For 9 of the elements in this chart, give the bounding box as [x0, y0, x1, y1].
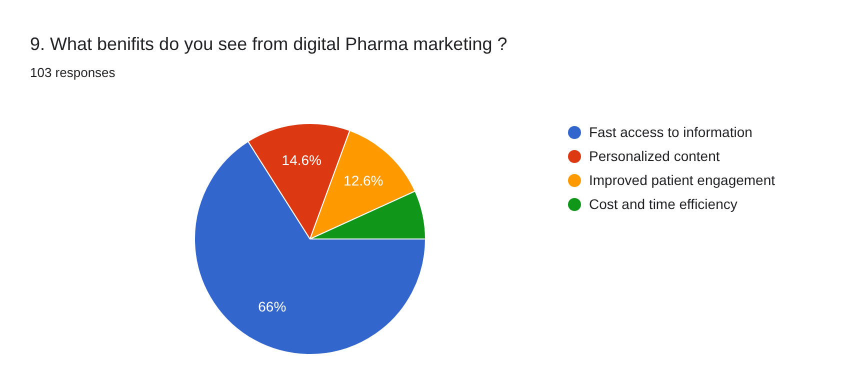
text: 103 responses [30, 65, 116, 80]
data-label: 12.6% [344, 172, 384, 188]
data-label: 66% [258, 298, 286, 315]
legend-label: Improved patient engagement [589, 172, 776, 188]
chart-title: 9. What benifits do you see from digital Pharma marketing ? [30, 34, 508, 55]
legend-label: Personalized content [589, 148, 720, 164]
data-label: 14.6% [282, 152, 322, 168]
legend-label: Cost and time efficiency [589, 196, 738, 212]
legend-label: Fast access to information [589, 124, 752, 140]
